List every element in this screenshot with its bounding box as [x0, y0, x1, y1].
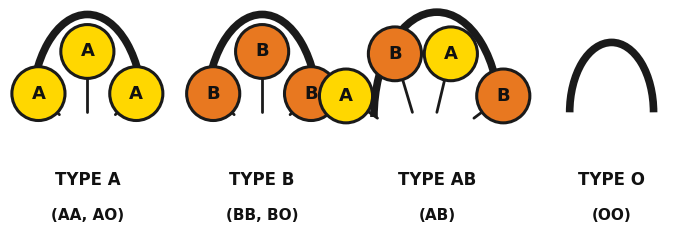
Ellipse shape	[12, 67, 65, 121]
Text: A: A	[80, 43, 94, 60]
Text: A: A	[31, 85, 45, 102]
Ellipse shape	[61, 25, 114, 78]
Ellipse shape	[424, 27, 477, 81]
Text: (AB): (AB)	[418, 208, 456, 223]
Ellipse shape	[368, 27, 421, 81]
Text: TYPE O: TYPE O	[578, 171, 645, 189]
Text: A: A	[339, 87, 353, 105]
Text: (BB, BO): (BB, BO)	[226, 208, 298, 223]
Ellipse shape	[110, 67, 163, 121]
Text: (OO): (OO)	[592, 208, 631, 223]
Text: TYPE B: TYPE B	[229, 171, 295, 189]
Ellipse shape	[236, 25, 289, 78]
Text: B: B	[388, 45, 402, 63]
Ellipse shape	[187, 67, 240, 121]
Text: A: A	[129, 85, 143, 102]
Text: TYPE AB: TYPE AB	[398, 171, 476, 189]
Ellipse shape	[319, 69, 373, 123]
Text: (AA, AO): (AA, AO)	[51, 208, 124, 223]
Text: TYPE A: TYPE A	[55, 171, 120, 189]
Text: B: B	[496, 87, 510, 105]
Text: B: B	[304, 85, 318, 102]
Ellipse shape	[284, 67, 338, 121]
Text: A: A	[444, 45, 458, 63]
Ellipse shape	[477, 69, 530, 123]
Text: B: B	[255, 43, 269, 60]
Text: B: B	[206, 85, 220, 102]
